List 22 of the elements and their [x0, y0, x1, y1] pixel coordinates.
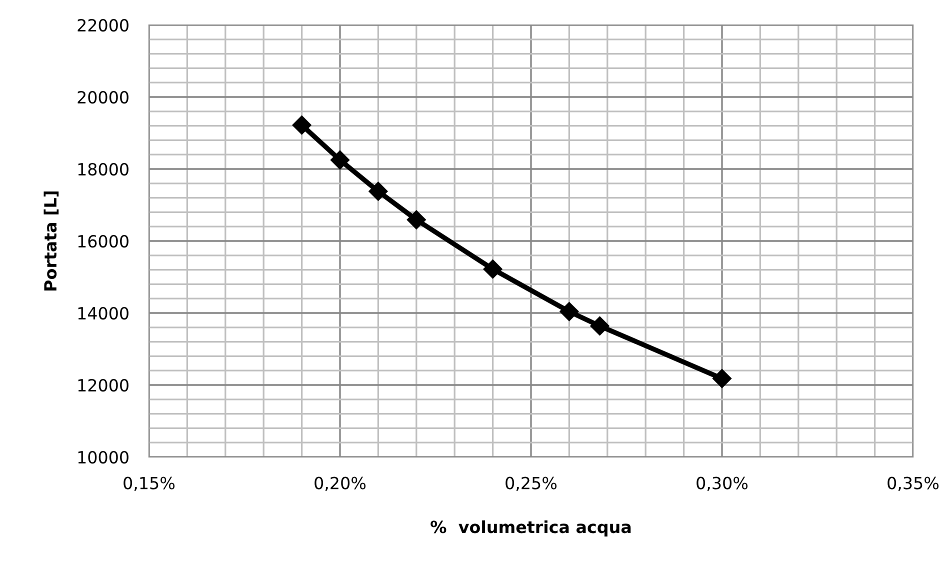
y-tick-label: 12000: [78, 378, 128, 392]
x-axis-title: % volumetrica acqua: [430, 520, 631, 536]
x-tick-label: 0,35%: [888, 476, 939, 492]
point: [483, 260, 502, 279]
y-tick-label: 14000: [78, 306, 128, 320]
y-tick-label: 22000: [78, 18, 128, 32]
y-tick-label: 16000: [78, 234, 128, 248]
y-tick-label: 18000: [78, 162, 128, 176]
x-tick-label: 0,20%: [314, 476, 366, 492]
point: [368, 182, 388, 201]
point: [712, 368, 732, 388]
y-tick-label: 10000: [78, 450, 128, 464]
y-tick-label: 20000: [78, 90, 128, 104]
point: [292, 116, 312, 135]
x-tick-label: 0,15%: [124, 476, 175, 492]
point: [406, 210, 426, 230]
point: [560, 302, 579, 322]
x-tick-label: 0,25%: [506, 476, 557, 492]
point: [590, 316, 610, 336]
y-axis-title: Portata [L]: [44, 191, 59, 290]
point: [330, 150, 350, 170]
x-tick-label: 0,30%: [696, 476, 748, 492]
